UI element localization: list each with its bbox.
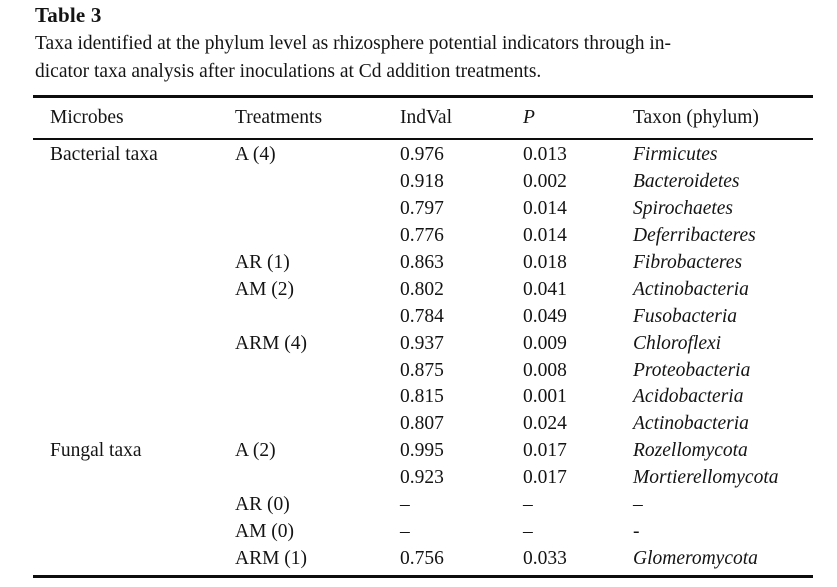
cell-treatment: ARM (1)	[235, 547, 308, 569]
cell-indval: 0.784	[400, 305, 444, 327]
table-row: AR (1) 0.863 0.018 Fibrobacteres	[33, 250, 813, 277]
cell-p: –	[523, 494, 533, 516]
cell-taxon: –	[633, 494, 643, 516]
cell-p: 0.014	[523, 225, 567, 247]
table-caption: Taxa identified at the phylum level as r…	[35, 30, 825, 85]
cell-taxon: Deferribacteres	[633, 225, 756, 247]
data-table: Microbes Treatments IndVal P Taxon (phyl…	[33, 95, 813, 579]
header-taxon: Taxon (phylum)	[633, 107, 759, 128]
cell-treatment: A (2)	[235, 440, 276, 462]
table-row: Fungal taxa A (2) 0.995 0.017 Rozellomyc…	[33, 438, 813, 465]
caption-line-1: Taxa identified at the phylum level as r…	[35, 33, 671, 54]
cell-p: 0.017	[523, 467, 567, 489]
cell-indval: 0.923	[400, 467, 444, 489]
cell-indval: –	[400, 520, 410, 542]
cell-taxon: Actinobacteria	[633, 278, 749, 300]
cell-p: 0.018	[523, 252, 567, 273]
cell-treatment: AR (0)	[235, 494, 290, 516]
table-row: Bacterial taxa A (4) 0.976 0.013 Firmicu…	[33, 142, 813, 169]
cell-p: 0.002	[523, 171, 567, 193]
cell-taxon: Acidobacteria	[633, 386, 744, 408]
cell-microbes: Fungal taxa	[50, 440, 142, 462]
cell-indval: 0.976	[400, 144, 444, 166]
cell-p: 0.008	[523, 359, 567, 381]
table-row: 0.918 0.002 Bacteroidetes	[33, 169, 813, 196]
cell-treatment: A (4)	[235, 144, 276, 166]
header-treatments: Treatments	[235, 107, 323, 128]
table-header-row: Microbes Treatments IndVal P Taxon (phyl…	[33, 98, 813, 140]
cell-p: 0.024	[523, 413, 567, 435]
header-p: P	[523, 107, 535, 128]
cell-p: 0.049	[523, 305, 567, 327]
cell-indval: 0.807	[400, 413, 444, 435]
table-row: 0.776 0.014 Deferribacteres	[33, 223, 813, 250]
cell-taxon: Rozellomycota	[633, 440, 748, 462]
cell-indval: 0.797	[400, 198, 444, 220]
table-row: 0.797 0.014 Spirochaetes	[33, 196, 813, 223]
table-row: AM (2) 0.802 0.041 Actinobacteria	[33, 276, 813, 303]
caption-line-2: dicator taxa analysis after inoculations…	[35, 60, 542, 82]
cell-indval: 0.937	[400, 332, 444, 354]
cell-taxon: Spirochaetes	[633, 198, 734, 220]
table-row: 0.815 0.001 Acidobacteria	[33, 384, 813, 411]
cell-indval: 0.918	[400, 171, 444, 193]
cell-treatment: AM (0)	[235, 520, 295, 542]
table-row: 0.784 0.049 Fusobacteria	[33, 303, 813, 330]
cell-p: 0.014	[523, 198, 567, 220]
cell-taxon: Firmicutes	[633, 144, 718, 166]
table-row: ARM (4) 0.937 0.009 Chloroflexi	[33, 330, 813, 357]
cell-indval: 0.756	[400, 547, 444, 569]
table-row: 0.875 0.008 Proteobacteria	[33, 357, 813, 384]
cell-taxon: -	[633, 520, 640, 542]
cell-p: 0.009	[523, 332, 567, 354]
table-row: AM (0) – – -	[33, 518, 813, 545]
cell-indval: 0.863	[400, 252, 444, 273]
cell-indval: 0.802	[400, 278, 444, 300]
cell-p: –	[523, 520, 533, 542]
table-body: Bacterial taxa A (4) 0.976 0.013 Firmicu…	[33, 140, 813, 575]
cell-treatment: ARM (4)	[235, 332, 308, 354]
cell-taxon: Mortierellomycota	[633, 467, 779, 489]
cell-p: 0.017	[523, 440, 567, 462]
cell-taxon: Fusobacteria	[633, 305, 737, 327]
cell-p: 0.013	[523, 144, 567, 166]
cell-indval: 0.995	[400, 440, 444, 462]
cell-indval: 0.815	[400, 386, 444, 408]
cell-indval: 0.776	[400, 225, 444, 247]
cell-p: 0.001	[523, 386, 567, 408]
table-title: Table 3	[35, 3, 102, 27]
cell-indval: 0.875	[400, 359, 444, 381]
cell-indval: –	[400, 494, 410, 516]
cell-taxon: Fibrobacteres	[633, 252, 743, 273]
cell-p: 0.033	[523, 547, 567, 569]
cell-taxon: Bacteroidetes	[633, 171, 740, 193]
table-row: AR (0) – – –	[33, 492, 813, 519]
cell-taxon: Proteobacteria	[633, 359, 751, 381]
header-indval: IndVal	[400, 107, 452, 128]
header-microbes: Microbes	[50, 107, 124, 128]
cell-microbes: Bacterial taxa	[50, 144, 158, 166]
table-row: 0.807 0.024 Actinobacteria	[33, 411, 813, 438]
cell-treatment: AM (2)	[235, 278, 295, 300]
cell-taxon: Chloroflexi	[633, 332, 722, 354]
cell-p: 0.041	[523, 278, 567, 300]
table-row: 0.923 0.017 Mortierellomycota	[33, 465, 813, 492]
cell-taxon: Actinobacteria	[633, 413, 749, 435]
cell-treatment: AR (1)	[235, 252, 290, 273]
table-row: ARM (1) 0.756 0.033 Glomeromycota	[33, 545, 813, 572]
cell-taxon: Glomeromycota	[633, 547, 758, 569]
